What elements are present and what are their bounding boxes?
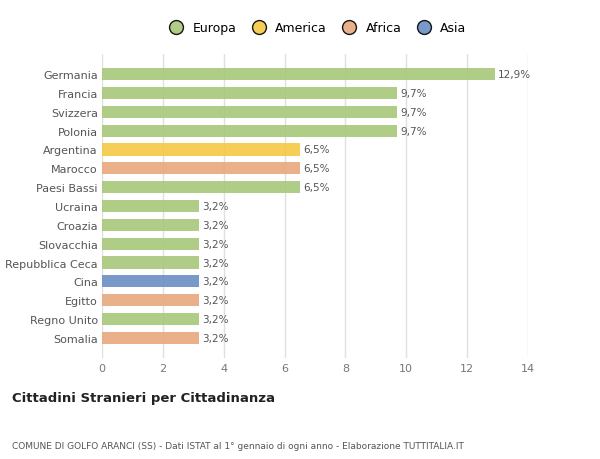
Bar bbox=[102, 144, 300, 156]
Bar bbox=[102, 238, 199, 250]
Bar bbox=[102, 257, 199, 269]
Bar bbox=[102, 125, 397, 137]
Legend: Europa, America, Africa, Asia: Europa, America, Africa, Asia bbox=[164, 22, 466, 35]
Bar bbox=[102, 219, 199, 231]
Text: 3,2%: 3,2% bbox=[202, 277, 229, 287]
Text: 9,7%: 9,7% bbox=[400, 126, 427, 136]
Text: Cittadini Stranieri per Cittadinanza: Cittadini Stranieri per Cittadinanza bbox=[12, 391, 275, 404]
Text: 3,2%: 3,2% bbox=[202, 258, 229, 268]
Text: 3,2%: 3,2% bbox=[202, 296, 229, 306]
Bar bbox=[102, 106, 397, 119]
Text: 3,2%: 3,2% bbox=[202, 314, 229, 325]
Bar bbox=[102, 182, 300, 194]
Text: 3,2%: 3,2% bbox=[202, 333, 229, 343]
Bar bbox=[102, 332, 199, 344]
Bar bbox=[102, 163, 300, 175]
Bar bbox=[102, 276, 199, 288]
Bar bbox=[102, 88, 397, 100]
Text: 9,7%: 9,7% bbox=[400, 89, 427, 99]
Bar bbox=[102, 313, 199, 325]
Text: 12,9%: 12,9% bbox=[497, 70, 530, 80]
Text: 3,2%: 3,2% bbox=[202, 220, 229, 230]
Text: 9,7%: 9,7% bbox=[400, 107, 427, 118]
Text: 6,5%: 6,5% bbox=[303, 164, 329, 174]
Bar bbox=[102, 294, 199, 307]
Text: 3,2%: 3,2% bbox=[202, 239, 229, 249]
Text: 6,5%: 6,5% bbox=[303, 145, 329, 155]
Bar bbox=[102, 69, 494, 81]
Text: 3,2%: 3,2% bbox=[202, 202, 229, 212]
Text: COMUNE DI GOLFO ARANCI (SS) - Dati ISTAT al 1° gennaio di ogni anno - Elaborazio: COMUNE DI GOLFO ARANCI (SS) - Dati ISTAT… bbox=[12, 441, 464, 450]
Text: 6,5%: 6,5% bbox=[303, 183, 329, 193]
Bar bbox=[102, 201, 199, 213]
